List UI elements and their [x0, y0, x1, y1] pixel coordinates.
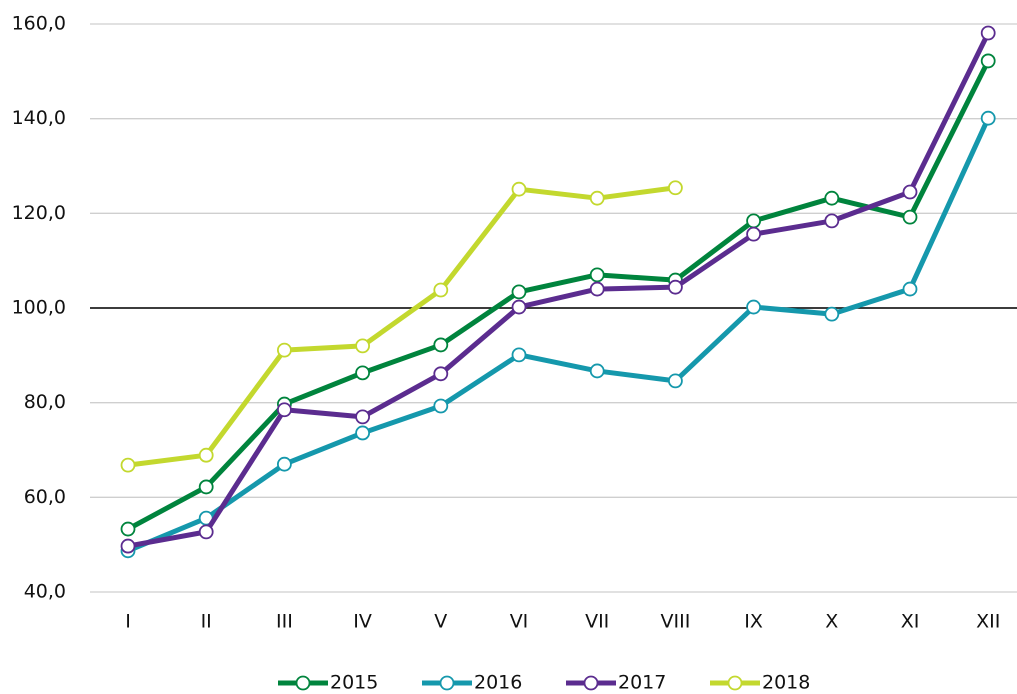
- data-point: [980, 110, 996, 126]
- data-point: [824, 306, 840, 322]
- data-point: [433, 398, 449, 414]
- data-point: [120, 457, 136, 473]
- x-tick-label: VIII: [660, 611, 690, 633]
- legend-label: 2017: [618, 672, 666, 694]
- y-tick-label: 40,0: [24, 581, 66, 603]
- data-point: [902, 184, 918, 200]
- data-point: [433, 337, 449, 353]
- data-point: [355, 409, 371, 425]
- data-point: [198, 524, 214, 540]
- series-line: [126, 59, 991, 532]
- data-point: [276, 456, 292, 472]
- data-point: [511, 284, 527, 300]
- x-tick-label: VII: [585, 611, 609, 633]
- legend-label: 2016: [474, 672, 522, 694]
- data-point: [511, 181, 527, 197]
- data-point: [120, 538, 136, 554]
- data-point: [355, 365, 371, 381]
- data-point: [355, 425, 371, 441]
- legend-marker: [583, 675, 599, 691]
- data-point: [198, 479, 214, 495]
- x-tick-label: III: [276, 611, 293, 633]
- data-point: [511, 299, 527, 315]
- data-point: [433, 366, 449, 382]
- data-point: [198, 447, 214, 463]
- data-point: [824, 190, 840, 206]
- x-tick-label: XI: [901, 611, 920, 633]
- data-point: [746, 299, 761, 315]
- data-point: [902, 209, 918, 225]
- legend-marker: [295, 675, 311, 691]
- y-tick-label: 100,0: [12, 297, 66, 319]
- data-point: [120, 521, 136, 537]
- data-point: [668, 279, 683, 295]
- y-tick-label: 60,0: [24, 486, 66, 508]
- data-point: [746, 213, 761, 229]
- data-point: [276, 342, 292, 358]
- x-tick-label: IX: [744, 611, 763, 633]
- data-point: [355, 338, 371, 354]
- data-point: [433, 282, 449, 298]
- data-point: [276, 402, 292, 418]
- x-tick-label: VI: [510, 611, 529, 633]
- data-point: [902, 281, 918, 297]
- y-tick-label: 80,0: [24, 391, 66, 413]
- data-point: [746, 226, 761, 242]
- x-tick-label: V: [434, 611, 447, 633]
- legend-marker: [439, 675, 455, 691]
- data-point: [589, 267, 605, 283]
- series-line: [127, 117, 991, 554]
- legend-marker: [727, 675, 743, 691]
- legend-label: 2015: [330, 672, 378, 694]
- y-tick-label: 140,0: [12, 107, 66, 129]
- series-line: [127, 31, 991, 549]
- series-line: [127, 185, 676, 468]
- data-point: [668, 180, 683, 196]
- data-point: [824, 213, 840, 229]
- data-point: [589, 190, 605, 206]
- data-point: [980, 25, 996, 41]
- x-tick-label: XII: [976, 611, 1000, 633]
- x-tick-label: X: [825, 611, 838, 633]
- data-point: [668, 373, 683, 389]
- data-point: [511, 347, 527, 363]
- x-tick-label: I: [125, 611, 131, 633]
- data-point: [980, 53, 996, 69]
- data-point: [589, 363, 605, 379]
- x-tick-label: IV: [353, 611, 372, 633]
- x-tick-label: II: [201, 611, 212, 633]
- y-tick-label: 120,0: [12, 202, 66, 224]
- y-tick-label: 160,0: [12, 13, 66, 35]
- data-point: [589, 281, 605, 297]
- legend-label: 2018: [762, 672, 810, 694]
